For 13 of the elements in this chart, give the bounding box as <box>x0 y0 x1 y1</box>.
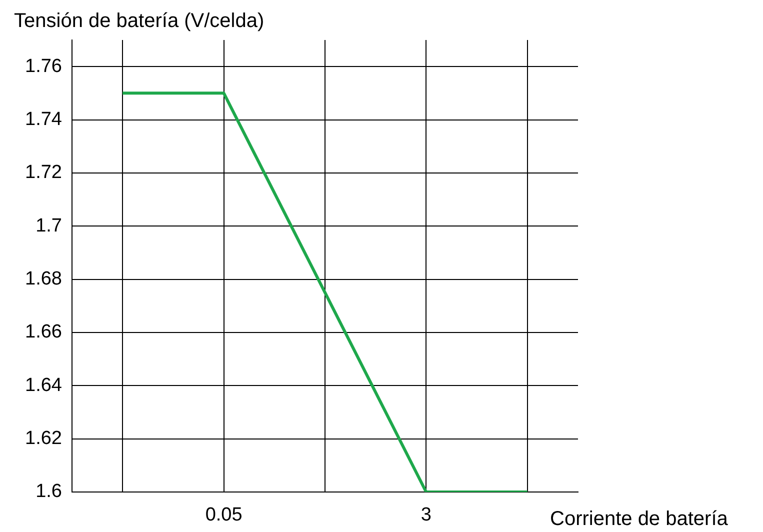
x-axis-title: Corriente de batería <box>550 508 728 531</box>
y-tick-label: 1.72 <box>25 162 62 184</box>
y-tick-label: 1.74 <box>25 109 62 130</box>
y-tick-label: 1.66 <box>25 322 62 343</box>
y-tick-label: 1.76 <box>25 56 62 77</box>
y-tick-label: 1.62 <box>25 428 62 450</box>
x-tick-label: 3 <box>420 504 432 526</box>
y-tick-label: 1.7 <box>36 215 62 236</box>
x-tick-label: 0.05 <box>205 504 242 526</box>
y-axis-title: Tensión de batería (V/celda) <box>14 10 264 33</box>
y-tick-label: 1.64 <box>25 374 62 396</box>
y-tick-label: 1.68 <box>25 268 62 290</box>
y-tick-label: 1.6 <box>36 481 62 502</box>
